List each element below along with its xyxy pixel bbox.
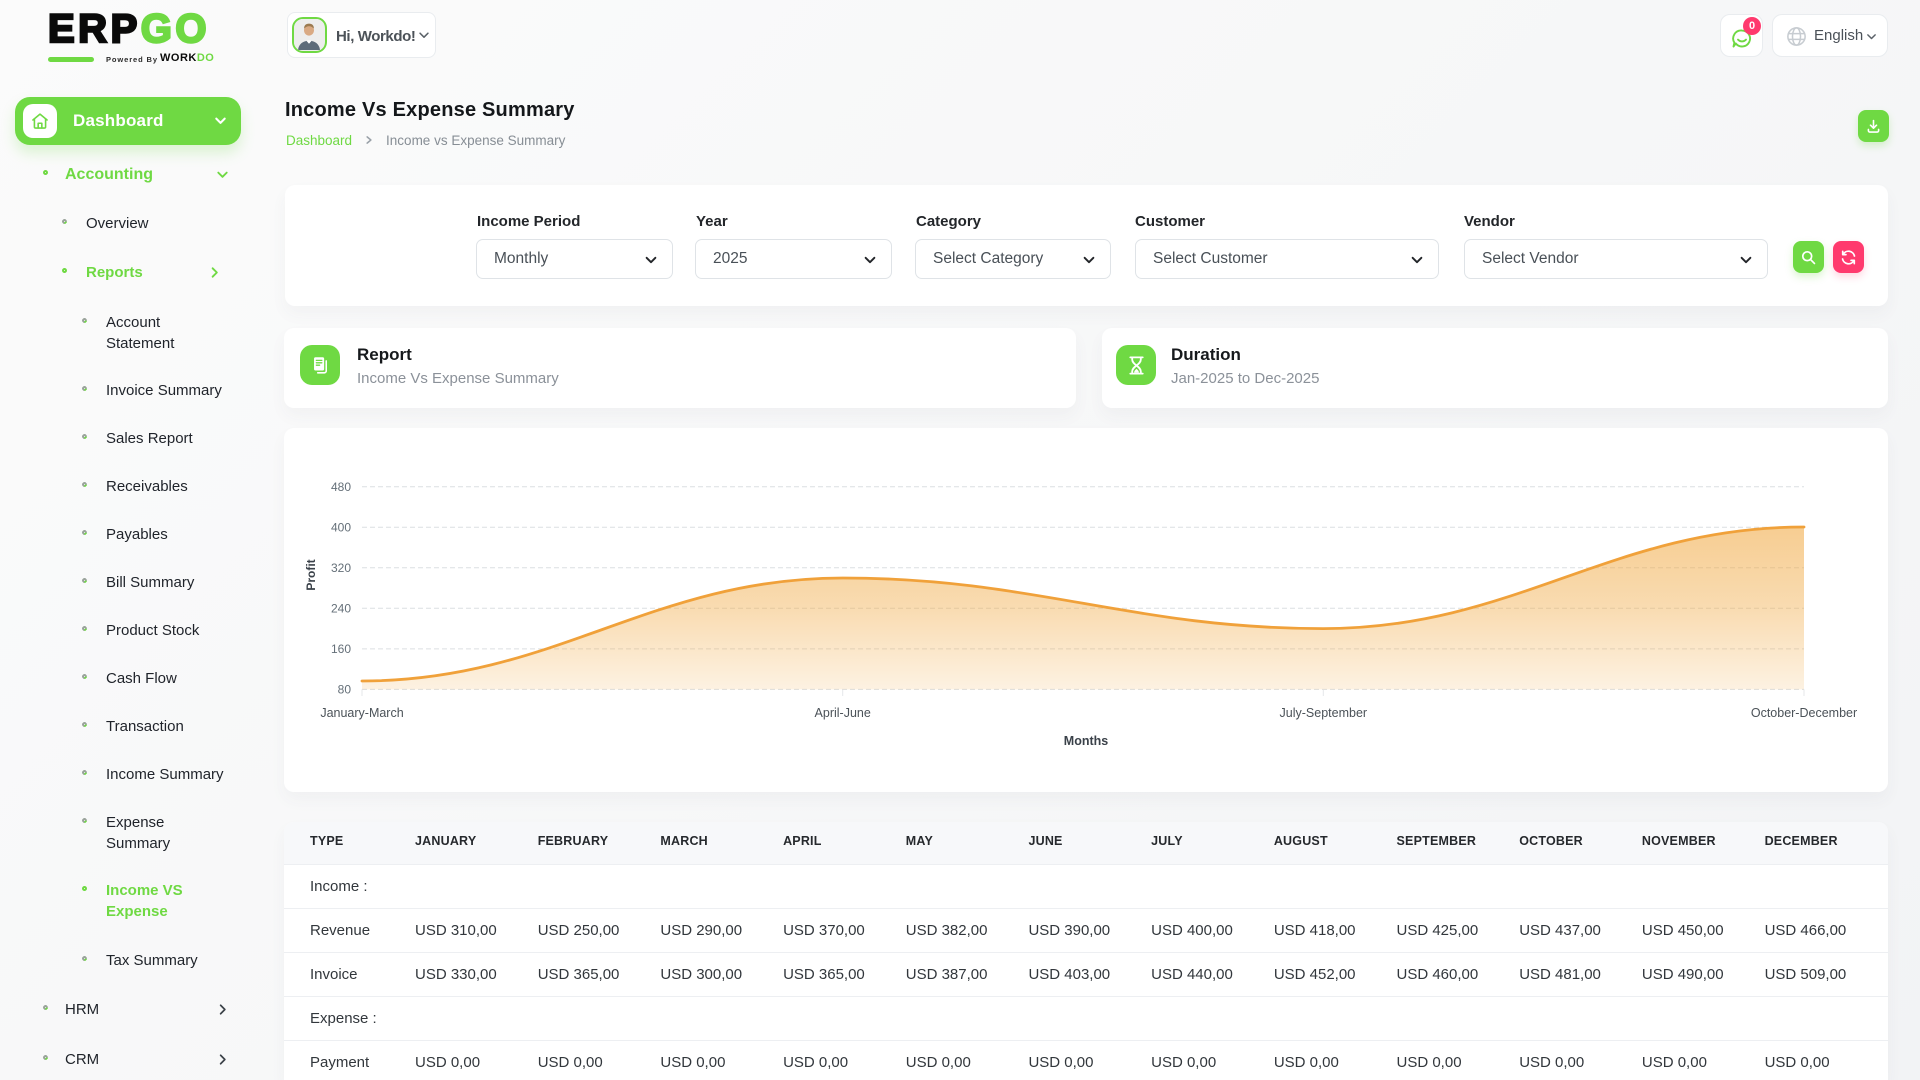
svg-text:480: 480	[331, 480, 351, 494]
svg-text:January-March: January-March	[320, 706, 403, 720]
svg-text:400: 400	[331, 521, 351, 535]
svg-text:240: 240	[331, 602, 351, 616]
svg-text:July-September: July-September	[1280, 706, 1368, 720]
svg-text:160: 160	[331, 642, 351, 656]
svg-text:Months: Months	[1064, 734, 1108, 748]
svg-text:320: 320	[331, 561, 351, 575]
svg-text:Profit: Profit	[304, 559, 318, 590]
svg-text:October-December: October-December	[1751, 706, 1857, 720]
svg-text:April-June: April-June	[815, 706, 871, 720]
svg-text:80: 80	[338, 683, 352, 697]
